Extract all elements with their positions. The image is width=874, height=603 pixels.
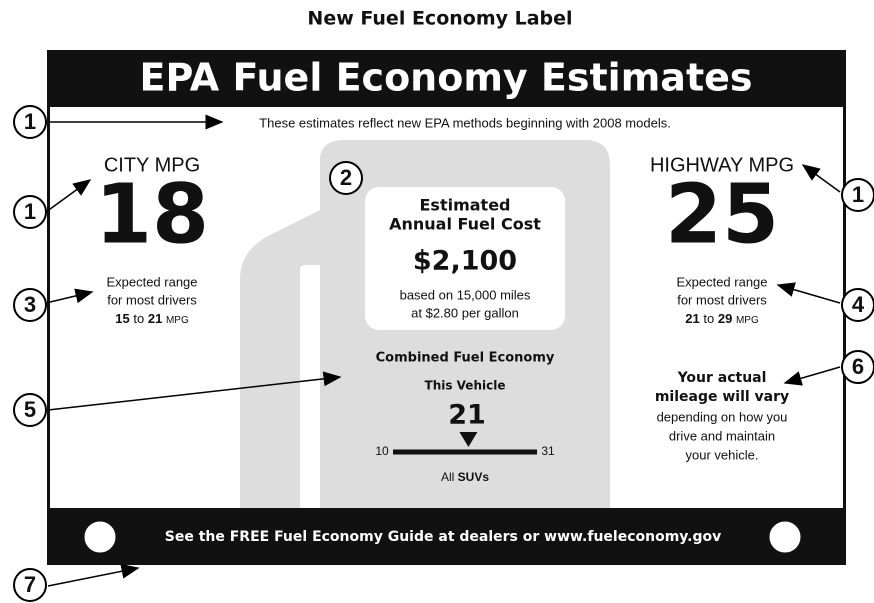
callout: 5 xyxy=(13,393,47,427)
callout-number: 5 xyxy=(24,397,36,422)
callout: 7 xyxy=(13,568,47,602)
callout: 1 xyxy=(13,195,47,229)
combined-title: Combined Fuel Economy xyxy=(376,351,555,366)
class-prefix: All xyxy=(441,470,454,484)
callout-circle xyxy=(13,288,47,322)
callout-circle xyxy=(13,105,47,139)
cost-card xyxy=(365,187,565,330)
cost-basis: at $2.80 per gallon xyxy=(411,305,519,320)
vehicle-class: All SUVs xyxy=(441,470,489,484)
disclaimer-line: depending on how you xyxy=(657,409,788,424)
arrow xyxy=(783,366,841,386)
range-line: Expected range xyxy=(676,274,767,289)
callout-circle xyxy=(841,288,874,322)
cost-basis: based on 15,000 miles xyxy=(400,287,531,302)
range-line: for most drivers xyxy=(107,292,197,307)
callout-circle xyxy=(13,568,47,602)
range-low: 21 xyxy=(685,311,699,326)
callout-circle xyxy=(841,178,874,212)
disclaimer-bold: mileage will vary xyxy=(655,389,789,405)
arrow xyxy=(801,164,841,193)
doe-logo xyxy=(766,518,804,556)
page-title: New Fuel Economy Label xyxy=(307,8,572,30)
range-line: Expected range xyxy=(106,274,197,289)
callout-number: 1 xyxy=(24,199,36,224)
scale-min: 10 xyxy=(375,444,389,458)
arrow xyxy=(47,563,140,587)
scale-marker xyxy=(459,432,478,447)
callout-circle xyxy=(841,350,874,384)
range-values: 21 to 29 MPG xyxy=(685,311,759,326)
scale-max: 31 xyxy=(541,444,555,458)
callout: 2 xyxy=(329,161,363,195)
mpg-value: 25 xyxy=(665,167,779,262)
callout-number: 4 xyxy=(852,292,865,317)
arrow xyxy=(47,371,342,411)
footer-text: See the FREE Fuel Economy Guide at deale… xyxy=(165,529,722,545)
label-header: EPA Fuel Economy Estimates xyxy=(139,56,752,100)
arrow xyxy=(45,288,94,304)
callout-number: 1 xyxy=(24,109,36,134)
range-to: to xyxy=(703,311,714,326)
cost-title: Annual Fuel Cost xyxy=(389,215,541,234)
callout: 1 xyxy=(13,105,47,139)
callout: 1 xyxy=(841,178,874,212)
cost-title: Estimated xyxy=(419,196,510,215)
callout: 4 xyxy=(841,288,874,322)
note: These estimates reflect new EPA methods … xyxy=(259,115,671,130)
combined-value: 21 xyxy=(448,400,486,431)
callout-number: 1 xyxy=(24,199,36,224)
callout-number: 6 xyxy=(852,354,864,379)
callout: 6 xyxy=(841,350,874,384)
range-high: 21 xyxy=(148,311,162,326)
disclaimer-line: your vehicle. xyxy=(686,447,759,462)
callout-circle xyxy=(13,195,47,229)
disclaimer-line: drive and maintain xyxy=(669,428,775,443)
callout-number: 7 xyxy=(24,572,36,597)
range-unit: MPG xyxy=(166,315,189,326)
vehicle-label: This Vehicle xyxy=(425,379,506,393)
range-values: 15 to 21 MPG xyxy=(115,311,189,326)
callout-circle xyxy=(13,393,47,427)
arrow xyxy=(776,282,841,304)
mpg-title: CITY MPG xyxy=(104,154,200,176)
callout-number: 1 xyxy=(852,182,864,207)
epa-logo xyxy=(81,518,119,556)
range-low: 15 xyxy=(115,311,129,326)
mpg-title: HIGHWAY MPG xyxy=(650,154,794,176)
cost-amount: $2,100 xyxy=(413,246,517,277)
range-high: 29 xyxy=(718,311,732,326)
disclaimer-bold: Your actual xyxy=(677,370,767,386)
range-line: for most drivers xyxy=(677,292,767,307)
callout-number: 2 xyxy=(340,165,352,190)
callout-circle xyxy=(329,161,363,195)
range-to: to xyxy=(133,311,144,326)
class-name: SUVs xyxy=(458,470,490,484)
arrow xyxy=(45,179,92,213)
range-unit: MPG xyxy=(736,315,759,326)
callout-number: 3 xyxy=(24,292,36,317)
callout: 3 xyxy=(13,288,47,322)
mpg-value: 18 xyxy=(95,167,209,262)
